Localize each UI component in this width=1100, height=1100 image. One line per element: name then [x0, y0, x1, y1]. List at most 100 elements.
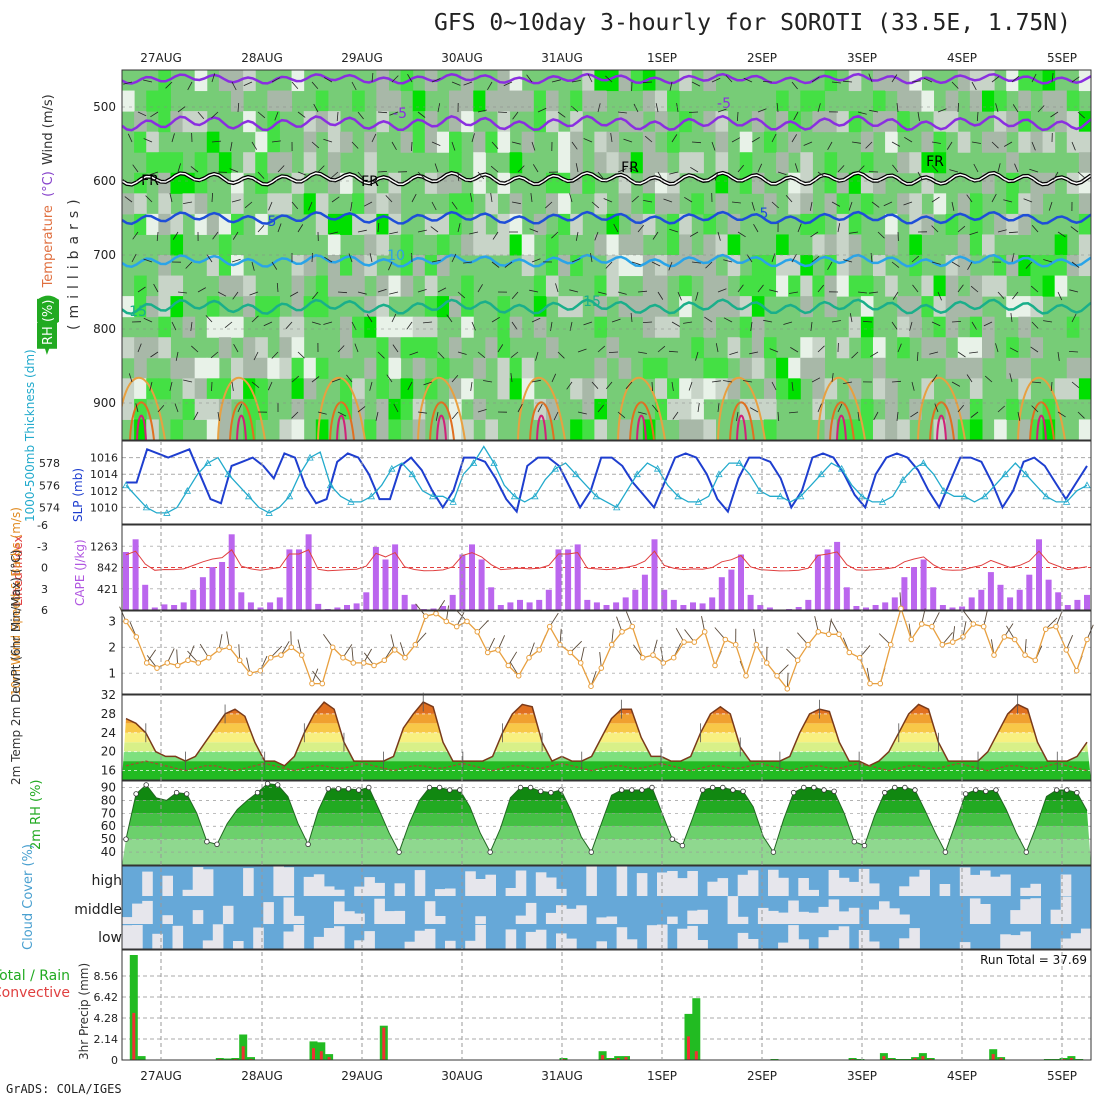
rh-cell: [800, 337, 813, 359]
wind-barb: [211, 381, 213, 392]
rh-cell: [1066, 357, 1080, 379]
temp-tick-label: 16: [101, 764, 116, 778]
rh-cell: [206, 255, 220, 277]
rh-series: [123, 780, 1088, 855]
rh-cell: [594, 357, 607, 379]
cloud-cell: [1030, 883, 1041, 896]
rh-cell: [1018, 213, 1031, 235]
wind-barb: [331, 196, 340, 203]
precip-convective-bar: [241, 1046, 245, 1060]
cape-bar: [930, 587, 937, 610]
rh-cell: [824, 275, 838, 297]
rh-cell: [618, 152, 632, 174]
wind-barb: [487, 81, 493, 91]
slp-tick-label: 1010: [90, 501, 118, 514]
wind-barb: [317, 411, 327, 415]
date-label-bottom: 2SEP: [747, 1069, 777, 1083]
rh-cell: [1042, 275, 1056, 297]
rh-cell: [836, 275, 850, 297]
cloud-cell: [434, 889, 446, 896]
wind-barb: [617, 111, 627, 114]
rh-cell: [364, 213, 377, 235]
li-ylabel: Lifted Index: [11, 535, 25, 606]
rh-point: [973, 787, 979, 793]
wind-barb: [231, 81, 237, 91]
wind-barb: [171, 133, 175, 143]
y-tick-label: 600: [93, 174, 116, 188]
wind-barb: [477, 171, 485, 180]
rh-cell: [206, 213, 220, 235]
precip-convective-bar: [1069, 1058, 1073, 1060]
rh-tick-label: 40: [101, 845, 116, 859]
rh-cell: [158, 111, 171, 133]
wind-y-ticks: 123: [108, 614, 116, 680]
rh-cell: [376, 398, 389, 420]
rh-cell: [667, 193, 680, 215]
wind-speed-point: [619, 629, 625, 635]
rh-cell: [945, 357, 959, 379]
wind-barb: [971, 81, 977, 91]
rh-ylabel: 2m RH (%): [29, 779, 44, 850]
rh-cell: [243, 152, 256, 174]
wind-speed-point: [329, 644, 336, 651]
wind-speed-point: [743, 673, 749, 679]
wind-barb: [671, 134, 678, 143]
cloud-cell: [899, 914, 910, 924]
rh-cell: [449, 337, 462, 359]
rh-cell: [303, 378, 317, 400]
cloud-cell: [848, 907, 860, 924]
rh-cell: [436, 234, 450, 256]
wind-barb: [354, 343, 359, 353]
thickness-point: [469, 459, 478, 467]
rh-cell: [776, 378, 789, 400]
wind-barb: [451, 141, 456, 151]
wind-barb: [233, 344, 239, 353]
date-label-top: 4SEP: [947, 51, 977, 65]
cloud-cell: [969, 874, 981, 896]
rh-cell: [485, 419, 498, 440]
date-label-bottom: 31AUG: [541, 1069, 583, 1083]
wind-barb: [351, 321, 357, 331]
rh-cell: [315, 357, 329, 379]
rh-point: [1074, 789, 1080, 796]
rh-point: [770, 849, 777, 855]
rh-cell: [315, 213, 329, 235]
wind-barb: [777, 171, 787, 176]
wind-barb: [337, 345, 345, 353]
wind-barb: [690, 166, 699, 173]
thickness-point: [940, 486, 948, 494]
rh-cell: [921, 275, 935, 297]
cloud-cell: [1070, 933, 1082, 949]
cape-bar: [574, 544, 581, 610]
cloud-cells: [122, 866, 1092, 949]
wind-barb: [1057, 411, 1066, 418]
cloud-cell: [959, 942, 971, 949]
rh-cell: [449, 193, 462, 215]
wind-barb: [749, 407, 759, 413]
rh-cell: [509, 152, 523, 174]
rh-cell: [231, 193, 244, 215]
credit-label: GrADS: COLA/IGES: [6, 1082, 122, 1096]
rh-cell: [715, 357, 729, 379]
rh-cell: [909, 152, 922, 174]
cloud-cell: [889, 908, 900, 924]
date-label-bottom: 4SEP: [947, 1069, 977, 1083]
wind-barb: [1030, 346, 1039, 353]
wind-barb: [529, 289, 539, 293]
wind-barb: [537, 403, 543, 413]
wind-barb: [1050, 111, 1059, 118]
wind-barb: [569, 289, 579, 293]
wind-speed-point: [577, 660, 584, 666]
rh-cell: [545, 337, 559, 359]
cloud-cell: [192, 910, 204, 924]
wind-barb: [1014, 163, 1019, 173]
cape-bar: [882, 602, 889, 610]
date-label-bottom: 30AUG: [441, 1069, 483, 1083]
rh-cell: [812, 275, 826, 297]
wind-barb: [683, 321, 693, 324]
wind-barb: [737, 164, 745, 173]
rh-cell: [824, 234, 838, 256]
contour-line: [736, 414, 747, 440]
wind-barb: [1031, 381, 1042, 384]
rh-cell: [667, 234, 680, 256]
